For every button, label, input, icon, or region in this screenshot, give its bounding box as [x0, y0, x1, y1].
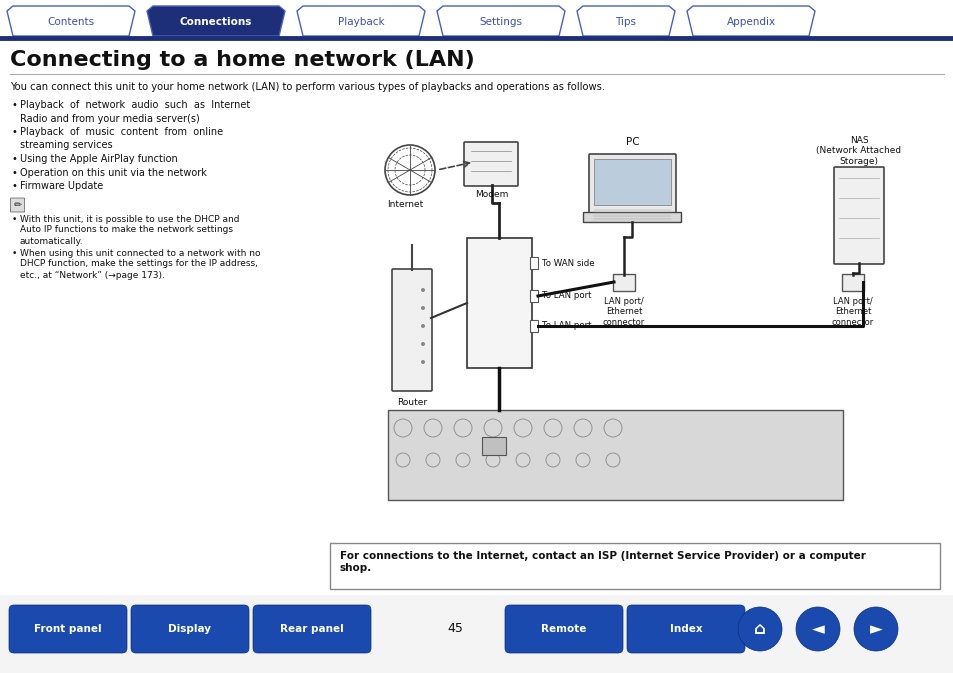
- Text: Connecting to a home network (LAN): Connecting to a home network (LAN): [10, 50, 475, 70]
- Text: •: •: [12, 127, 18, 137]
- Circle shape: [795, 607, 840, 651]
- Circle shape: [420, 324, 424, 328]
- Text: Internet: Internet: [387, 200, 423, 209]
- Text: Auto IP functions to make the network settings: Auto IP functions to make the network se…: [20, 225, 233, 234]
- FancyBboxPatch shape: [388, 410, 842, 500]
- Text: Firmware Update: Firmware Update: [20, 181, 103, 191]
- Text: Settings: Settings: [479, 17, 522, 27]
- FancyBboxPatch shape: [330, 543, 939, 589]
- FancyBboxPatch shape: [253, 605, 371, 653]
- Text: Index: Index: [669, 624, 701, 634]
- Bar: [0, 595, 953, 673]
- FancyBboxPatch shape: [588, 154, 676, 214]
- Text: Using the Apple AirPlay function: Using the Apple AirPlay function: [20, 154, 177, 164]
- FancyBboxPatch shape: [583, 213, 680, 223]
- Text: LAN port/
Ethernet
connector: LAN port/ Ethernet connector: [831, 297, 873, 327]
- Text: Rear panel: Rear panel: [280, 624, 343, 634]
- Polygon shape: [296, 6, 424, 36]
- Text: ⌂: ⌂: [753, 620, 765, 638]
- Text: Connections: Connections: [179, 17, 252, 27]
- Text: Contents: Contents: [48, 17, 94, 27]
- Text: •: •: [12, 181, 18, 191]
- Circle shape: [853, 607, 897, 651]
- FancyBboxPatch shape: [833, 167, 883, 264]
- Text: NAS
(Network Attached
Storage): NAS (Network Attached Storage): [816, 136, 901, 166]
- Polygon shape: [436, 6, 564, 36]
- Text: Tips: Tips: [615, 17, 636, 27]
- Text: Playback  of  network  audio  such  as  Internet: Playback of network audio such as Intern…: [20, 100, 250, 110]
- Text: With this unit, it is possible to use the DHCP and: With this unit, it is possible to use th…: [20, 215, 239, 223]
- Text: 45: 45: [447, 623, 462, 635]
- Text: •: •: [12, 154, 18, 164]
- Circle shape: [420, 288, 424, 292]
- Text: automatically.: automatically.: [20, 236, 84, 246]
- Circle shape: [420, 342, 424, 346]
- FancyBboxPatch shape: [9, 605, 127, 653]
- Text: Modem: Modem: [475, 190, 508, 199]
- FancyBboxPatch shape: [463, 142, 517, 186]
- Polygon shape: [7, 6, 135, 36]
- Text: Front panel: Front panel: [34, 624, 102, 634]
- Text: To WAN side: To WAN side: [541, 258, 594, 267]
- Text: Playback: Playback: [337, 17, 384, 27]
- Text: Appendix: Appendix: [725, 17, 775, 27]
- Polygon shape: [577, 6, 675, 36]
- FancyBboxPatch shape: [504, 605, 622, 653]
- Text: etc., at “Network” (→page 173).: etc., at “Network” (→page 173).: [20, 271, 165, 279]
- Text: To LAN port: To LAN port: [541, 322, 591, 330]
- Circle shape: [420, 306, 424, 310]
- Text: ◄: ◄: [811, 620, 823, 638]
- Text: •: •: [12, 248, 17, 258]
- FancyBboxPatch shape: [131, 605, 249, 653]
- Text: When using this unit connected to a network with no: When using this unit connected to a netw…: [20, 248, 260, 258]
- Text: LAN port/
Ethernet
connector: LAN port/ Ethernet connector: [602, 297, 644, 327]
- Polygon shape: [686, 6, 814, 36]
- Text: DHCP function, make the settings for the IP address,: DHCP function, make the settings for the…: [20, 260, 257, 269]
- Text: ✏: ✏: [14, 201, 22, 211]
- Circle shape: [738, 607, 781, 651]
- Text: To LAN port: To LAN port: [541, 291, 591, 301]
- Polygon shape: [147, 6, 285, 36]
- FancyBboxPatch shape: [530, 320, 537, 332]
- Text: Operation on this unit via the network: Operation on this unit via the network: [20, 168, 207, 178]
- Text: Display: Display: [169, 624, 212, 634]
- Text: PC: PC: [625, 137, 639, 147]
- Text: You can connect this unit to your home network (LAN) to perform various types of: You can connect this unit to your home n…: [10, 82, 604, 92]
- FancyBboxPatch shape: [626, 605, 744, 653]
- FancyBboxPatch shape: [530, 257, 537, 269]
- FancyBboxPatch shape: [467, 238, 532, 368]
- Text: •: •: [12, 215, 17, 223]
- Circle shape: [420, 360, 424, 364]
- FancyBboxPatch shape: [481, 437, 505, 455]
- Text: Remote: Remote: [540, 624, 586, 634]
- Text: •: •: [12, 100, 18, 110]
- FancyBboxPatch shape: [530, 290, 537, 302]
- Text: streaming services: streaming services: [20, 141, 112, 151]
- FancyBboxPatch shape: [10, 198, 25, 212]
- FancyBboxPatch shape: [841, 274, 863, 291]
- Text: ►: ►: [869, 620, 882, 638]
- Text: •: •: [12, 168, 18, 178]
- FancyBboxPatch shape: [613, 274, 635, 291]
- Text: Router: Router: [396, 398, 427, 407]
- Text: Playback  of  music  content  from  online: Playback of music content from online: [20, 127, 223, 137]
- Text: For connections to the Internet, contact an ISP (Internet Service Provider) or a: For connections to the Internet, contact…: [339, 551, 865, 573]
- Text: Radio and from your media server(s): Radio and from your media server(s): [20, 114, 199, 124]
- FancyBboxPatch shape: [594, 159, 670, 205]
- FancyBboxPatch shape: [392, 269, 432, 391]
